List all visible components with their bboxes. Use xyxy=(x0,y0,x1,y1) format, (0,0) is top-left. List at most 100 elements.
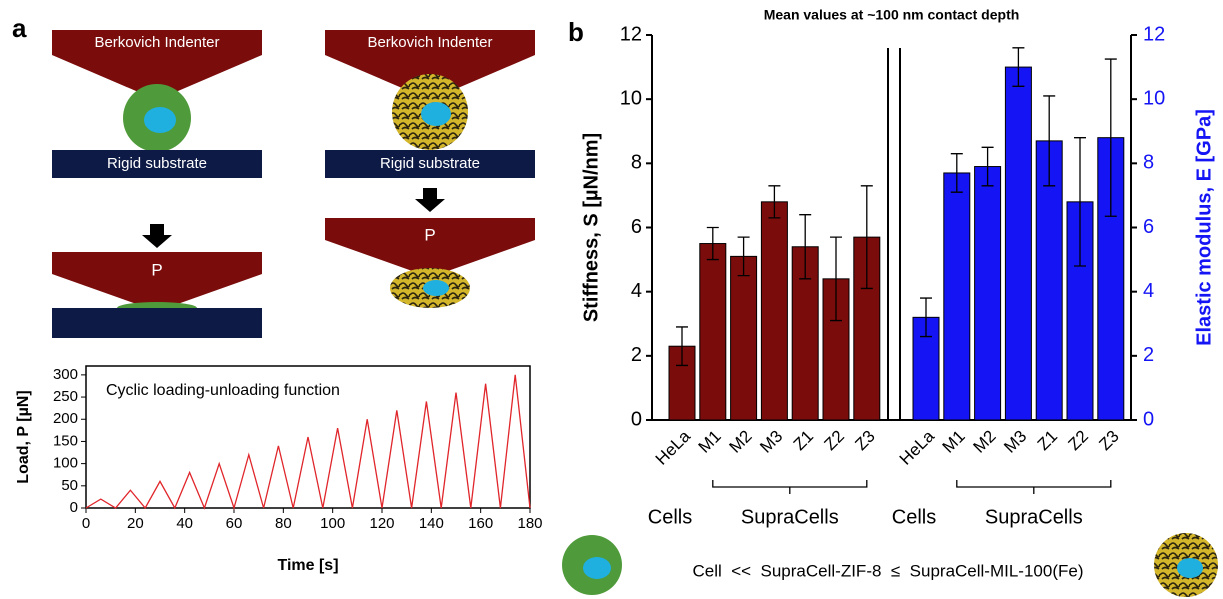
substrate xyxy=(52,150,262,178)
error-bar xyxy=(1012,47,1025,87)
x-tick-label: 20 xyxy=(127,515,144,532)
annotation: Cyclic loading-unloading function xyxy=(106,382,340,399)
y2-tick-label: 10 xyxy=(1143,87,1165,109)
bar xyxy=(730,255,758,421)
y-tick-label: 4 xyxy=(631,280,642,302)
substrate-label: Rigid substrate xyxy=(107,155,207,172)
error-bar xyxy=(799,214,812,280)
group-label: SupraCells xyxy=(741,506,839,528)
y-tick-label: 8 xyxy=(631,152,642,174)
load-line xyxy=(85,374,531,511)
nucleus xyxy=(144,107,176,133)
x-tick-label: 40 xyxy=(176,515,193,532)
y-tick-label: 0 xyxy=(70,499,78,516)
y-tick-label: 250 xyxy=(53,388,78,405)
x-tick-label: Z2 xyxy=(1065,427,1092,454)
error-bar xyxy=(768,185,781,219)
group-label: SupraCells xyxy=(985,506,1083,528)
nucleus xyxy=(423,280,449,296)
x-tick-label: Z3 xyxy=(1095,427,1122,454)
y-tick-label: 300 xyxy=(53,366,78,383)
y-tick-label: 100 xyxy=(53,455,78,472)
y-tick-label: 2 xyxy=(631,344,642,366)
x-tick-label: 0 xyxy=(82,515,90,532)
error-bar xyxy=(1043,95,1056,187)
error-bar xyxy=(1104,58,1117,217)
arrow xyxy=(415,188,445,212)
y-tick-label: 50 xyxy=(61,477,78,494)
bar xyxy=(760,201,788,421)
x-tick-label: Z1 xyxy=(1034,427,1061,454)
y-tick-label: 10 xyxy=(620,87,642,109)
y2-tick-label: 2 xyxy=(1143,344,1154,366)
nucleus xyxy=(421,102,451,126)
y-tick-label: 0 xyxy=(631,408,642,430)
x-tick-label: M3 xyxy=(1000,427,1030,457)
indenter xyxy=(325,30,535,100)
error-bar xyxy=(920,297,932,338)
error-bar xyxy=(950,153,963,193)
x-tick-label: 140 xyxy=(419,515,444,532)
bar xyxy=(1035,140,1063,421)
x-tick-label: M2 xyxy=(969,427,999,457)
y-axis-label: Stiffness, S [µN/nm] xyxy=(580,133,602,322)
indenter-label: Berkovich Indenter xyxy=(94,34,219,51)
x-axis-label: Time [s] xyxy=(277,557,338,574)
x-tick-label: HeLa xyxy=(652,426,695,469)
substrate-label: Rigid substrate xyxy=(380,155,480,172)
error-bar xyxy=(676,326,688,367)
error-bar xyxy=(860,185,873,290)
error-bar xyxy=(830,236,842,322)
x-tick-label: M1 xyxy=(939,427,969,457)
group-label: Cells xyxy=(648,506,692,528)
bar xyxy=(699,243,727,421)
y-tick-label: 150 xyxy=(53,432,78,449)
x-tick-label: 80 xyxy=(275,515,292,532)
brace xyxy=(712,480,868,494)
brace xyxy=(956,480,1112,494)
x-tick-label: HeLa xyxy=(896,426,939,469)
y2-tick-label: 6 xyxy=(1143,216,1154,238)
panel-label: b xyxy=(568,17,584,47)
y-axis-label: Load, P [µN] xyxy=(15,390,32,483)
indenter xyxy=(52,252,262,306)
y-tick-label: 6 xyxy=(631,216,642,238)
y2-tick-label: 4 xyxy=(1143,280,1154,302)
y2-axis-label: Elastic modulus, E [GPa] xyxy=(1193,109,1215,346)
group-label: Cells xyxy=(892,506,936,528)
bar xyxy=(943,172,971,421)
indenter-label: Berkovich Indenter xyxy=(367,34,492,51)
error-bar xyxy=(1074,137,1086,267)
x-tick-label: 180 xyxy=(517,515,542,532)
bar xyxy=(974,166,1002,421)
bar xyxy=(1004,66,1032,421)
x-tick-label: 120 xyxy=(369,515,394,532)
load-label: P xyxy=(424,225,435,244)
indenter xyxy=(52,30,262,100)
x-tick-label: 60 xyxy=(226,515,243,532)
nucleus xyxy=(583,557,611,579)
x-tick-label: Z3 xyxy=(851,427,878,454)
x-tick-label: 160 xyxy=(468,515,493,532)
load-label: P xyxy=(151,260,162,279)
panel-label: a xyxy=(12,13,27,43)
y2-tick-label: 8 xyxy=(1143,152,1154,174)
y-tick-label: 12 xyxy=(620,23,642,45)
y2-tick-label: 12 xyxy=(1143,23,1165,45)
error-bar xyxy=(737,236,750,277)
x-tick-label: M1 xyxy=(695,427,725,457)
error-bar xyxy=(981,146,994,187)
y2-tick-label: 0 xyxy=(1143,408,1154,430)
x-tick-label: M2 xyxy=(725,427,755,457)
indenter xyxy=(325,218,535,272)
nucleus xyxy=(1177,558,1203,578)
substrate xyxy=(325,150,535,178)
footnote: Cell << SupraCell-ZIF-8 ≤ SupraCell-MIL-… xyxy=(692,561,1083,580)
substrate xyxy=(52,308,262,338)
x-tick-label: Z2 xyxy=(821,427,848,454)
arrow xyxy=(142,224,172,248)
plot-frame xyxy=(85,365,531,509)
error-bar xyxy=(706,226,719,261)
chart-title: Mean values at ~100 nm contact depth xyxy=(764,7,1020,23)
